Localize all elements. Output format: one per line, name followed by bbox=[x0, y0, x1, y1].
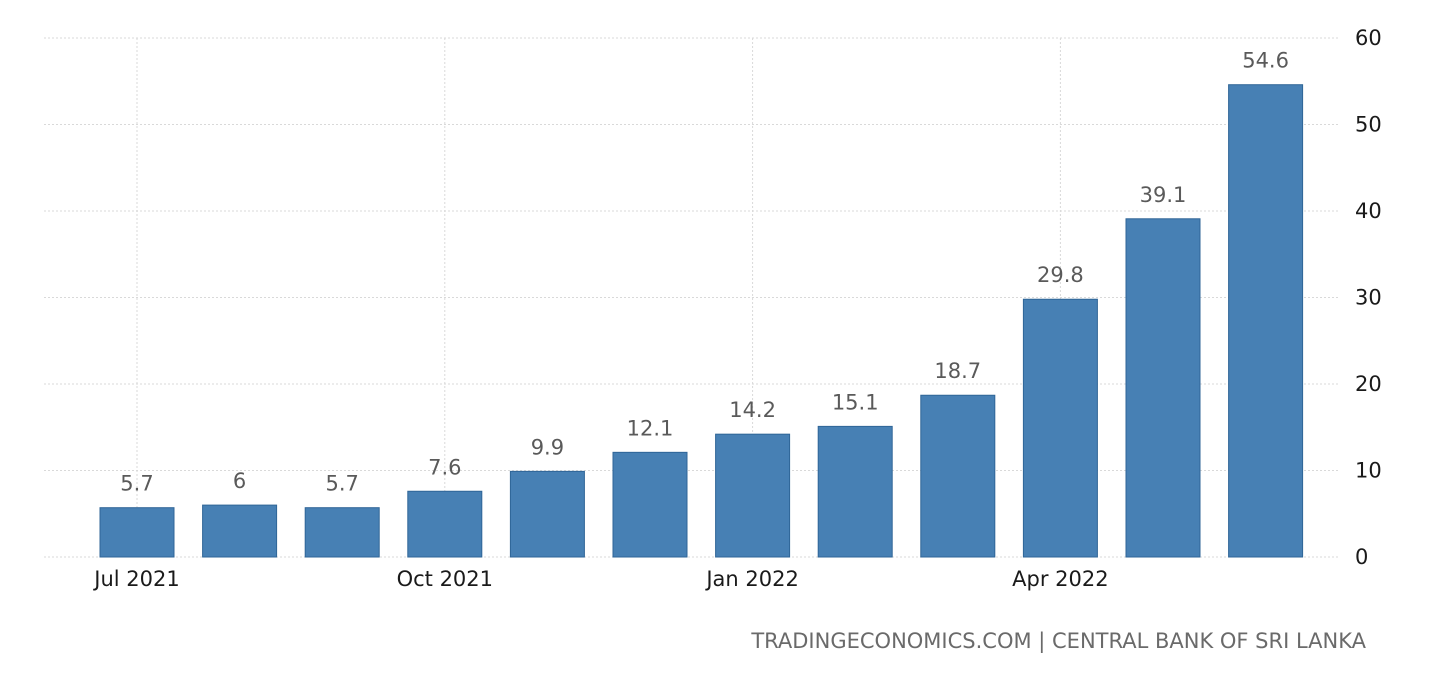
bar-value-label: 14.2 bbox=[729, 398, 776, 422]
bar-value-label: 9.9 bbox=[531, 435, 564, 459]
bar-value-label: 15.1 bbox=[832, 390, 879, 414]
y-axis: 0 10 20 30 40 50 60 bbox=[1355, 26, 1382, 569]
bar bbox=[1228, 84, 1304, 558]
x-tick-label: Jul 2021 bbox=[92, 567, 179, 591]
bar bbox=[1022, 298, 1098, 558]
y-tick-label: 50 bbox=[1355, 113, 1382, 137]
bar bbox=[304, 507, 380, 558]
y-tick-label: 10 bbox=[1355, 459, 1382, 483]
bar-value-label: 5.7 bbox=[325, 472, 358, 496]
bar-value-label: 6 bbox=[233, 469, 246, 493]
y-tick-label: 30 bbox=[1355, 286, 1382, 310]
bar bbox=[407, 490, 483, 558]
bar-value-label: 39.1 bbox=[1140, 183, 1187, 207]
bar bbox=[920, 394, 996, 558]
bar-value-label: 29.8 bbox=[1037, 263, 1084, 287]
bars bbox=[99, 84, 1304, 558]
y-tick-label: 0 bbox=[1355, 545, 1368, 569]
x-tick-label: Jan 2022 bbox=[704, 567, 799, 591]
grid-lines bbox=[44, 37, 1340, 558]
x-tick-label: Oct 2021 bbox=[397, 567, 493, 591]
x-axis: Jul 2021 Oct 2021 Jan 2022 Apr 2022 bbox=[92, 567, 1108, 591]
bar bbox=[817, 425, 893, 558]
source-credit: TRADINGECONOMICS.COM | CENTRAL BANK OF S… bbox=[750, 629, 1366, 654]
bar-value-label: 7.6 bbox=[428, 455, 461, 479]
bar bbox=[99, 507, 175, 558]
bar-value-label: 18.7 bbox=[934, 359, 981, 383]
y-tick-label: 60 bbox=[1355, 26, 1382, 50]
bar-value-label: 5.7 bbox=[120, 472, 153, 496]
bar bbox=[715, 433, 791, 558]
x-tick-label: Apr 2022 bbox=[1012, 567, 1108, 591]
bar-value-label: 54.6 bbox=[1242, 49, 1289, 73]
y-tick-label: 40 bbox=[1355, 199, 1382, 223]
bar bbox=[612, 451, 688, 558]
data-labels: 5.7 6 5.7 7.6 9.9 12.1 14.2 15.1 18.7 29.8 39.1 54.… bbox=[120, 49, 1289, 496]
bar bbox=[1125, 218, 1201, 558]
bar bbox=[202, 504, 278, 558]
bar-value-label: 12.1 bbox=[627, 416, 674, 440]
bar bbox=[509, 470, 585, 558]
y-tick-label: 20 bbox=[1355, 372, 1382, 396]
